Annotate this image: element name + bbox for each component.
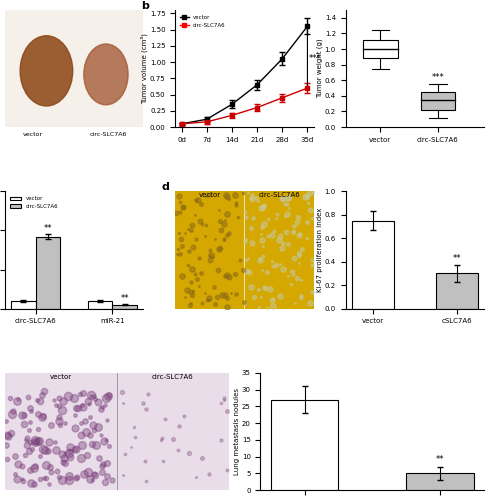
Text: circ-SLC7A6: circ-SLC7A6 [151, 374, 193, 380]
FancyBboxPatch shape [420, 92, 454, 110]
Bar [88, 300, 112, 308]
FancyBboxPatch shape [362, 40, 397, 58]
Text: **: ** [452, 254, 460, 262]
Text: vector: vector [199, 192, 221, 198]
Ellipse shape [20, 36, 73, 106]
Y-axis label: Ki-67 proliferation index: Ki-67 proliferation index [317, 208, 323, 292]
Text: **: ** [44, 224, 52, 234]
Bar [351, 220, 393, 308]
Text: b: b [141, 0, 148, 10]
Text: ***: *** [431, 73, 444, 82]
Text: d: d [161, 182, 169, 192]
Text: vector: vector [50, 374, 72, 380]
Y-axis label: Lung metastasis nodules: Lung metastasis nodules [234, 388, 240, 475]
Text: circ-SLC7A6: circ-SLC7A6 [90, 132, 127, 138]
Text: **: ** [435, 454, 444, 464]
Text: vector: vector [22, 132, 42, 138]
Bar [270, 400, 338, 490]
Text: circ-SLC7A6: circ-SLC7A6 [258, 192, 299, 198]
Y-axis label: Tumor weight (g): Tumor weight (g) [316, 38, 323, 98]
Bar [11, 300, 36, 308]
Legend: vector, circ-SLC7A6: vector, circ-SLC7A6 [8, 194, 60, 212]
Bar [112, 304, 137, 308]
Bar [36, 236, 60, 308]
Y-axis label: Tumor volume (cm³): Tumor volume (cm³) [141, 33, 148, 104]
Text: ***: *** [308, 54, 321, 64]
Legend: vector, circ-SLC7A6: vector, circ-SLC7A6 [178, 13, 227, 30]
Text: **: ** [120, 294, 129, 303]
Bar [435, 274, 477, 308]
Ellipse shape [83, 44, 128, 105]
Bar [406, 474, 473, 490]
